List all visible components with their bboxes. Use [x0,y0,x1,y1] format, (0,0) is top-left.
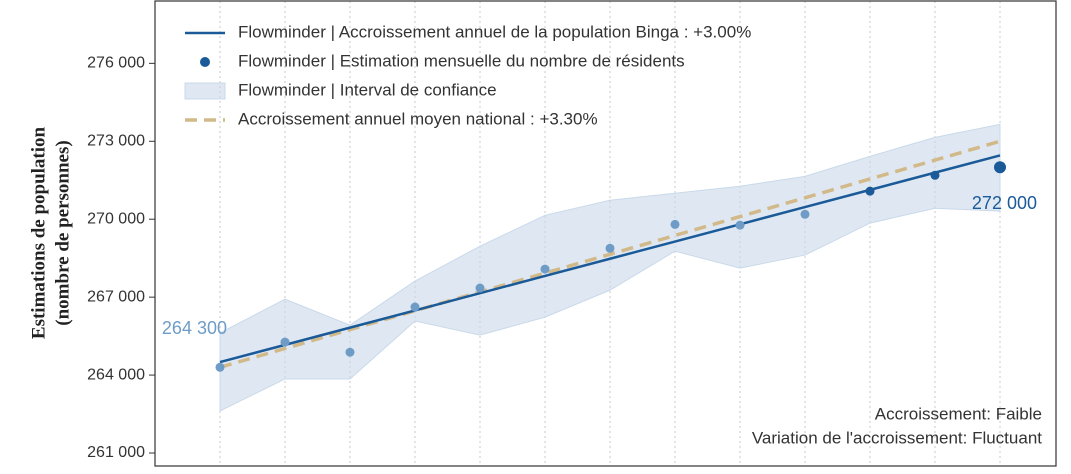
y-tick-label: 270 000 [87,210,145,227]
annotation: Accroissement: Faible [875,404,1042,423]
y-axis-label: Estimations de population [28,126,49,339]
y-axis-label: (nombre de personnes) [52,140,73,325]
legend-label: Accroissement annuel moyen national : +3… [238,109,598,128]
data-point [800,209,810,219]
legend-swatch [184,82,226,100]
value-label: 272 000 [972,193,1037,213]
data-point [280,337,290,347]
value-label: 264 300 [162,318,227,338]
data-point [345,347,355,357]
national-trend-line [219,139,1001,369]
data-point [735,220,745,230]
y-tick-label: 276 000 [87,55,145,72]
data-point [605,243,615,253]
data-point [930,170,940,180]
plot-frame [154,0,1057,467]
y-tick-label: 273 000 [87,132,145,149]
legend-label: Flowminder | Estimation mensuelle du nom… [238,51,685,70]
y-tick-label: 261 000 [87,444,145,461]
y-tick-label: 264 000 [87,366,145,383]
data-point [994,161,1006,174]
data-point [215,362,225,372]
data-point [410,302,420,312]
annotation: Variation de l'accroissement: Fluctuant [752,428,1042,447]
legend-label: Flowminder | Interval de confiance [238,80,497,99]
data-point [475,283,485,293]
legend-label: Flowminder | Accroissement annuel de la … [238,22,751,41]
legend-swatch [200,57,210,67]
y-tick-label: 267 000 [87,288,145,305]
data-point [865,186,875,196]
data-point [670,219,680,229]
data-point [540,264,550,274]
